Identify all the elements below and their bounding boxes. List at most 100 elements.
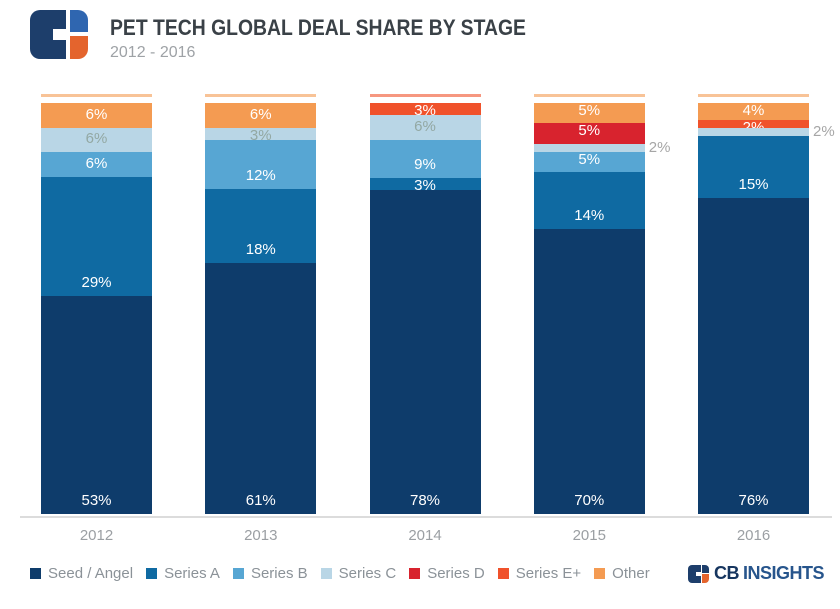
bar-2014: 3% 6% 9% 3% 78% (369, 94, 481, 514)
segment-label: 53% (81, 491, 112, 509)
legend-item-seriesD: Series D (409, 565, 485, 582)
segment-label: 12% (245, 167, 276, 185)
cbinsights-wordmark: CB INSIGHTS (687, 563, 825, 584)
cbinsights-logo-icon (30, 10, 88, 59)
segment-label-outside: 2% (813, 123, 835, 141)
segment-other-2012: 6% (41, 103, 152, 128)
bar-top-highlight (533, 94, 645, 97)
x-tick-2012: 2012 (79, 527, 114, 544)
segment-seriesC-2016 (698, 127, 809, 137)
legend: Seed / Angel Series A Series B Series C Seri… (30, 565, 650, 582)
legend-item-seriesA: Series A (146, 565, 220, 582)
segment-seriesC-2015 (533, 143, 645, 152)
segment-seriesB-2012: 6% (41, 152, 152, 177)
segment-seriesC-2014: 6% (369, 115, 481, 141)
segment-label: 6% (85, 154, 108, 172)
x-tick-2016: 2016 (736, 527, 771, 544)
wordmark-cb: CB (713, 563, 740, 583)
segment-seriesB-2013: 12% (205, 139, 317, 190)
segment-label: 70% (574, 491, 605, 509)
segment-seriesE-2016: 2% (698, 119, 809, 135)
logo-notch (53, 29, 66, 40)
segment-seriesA-2016: 15% (698, 136, 809, 199)
bar-top-highlight (205, 94, 317, 97)
bar-2016: 4%2%2%15%76% (698, 94, 835, 514)
segment-label: 18% (245, 241, 276, 259)
segment-label: 3% (414, 176, 436, 194)
legend-item-seriesE: Series E+ (497, 565, 582, 582)
segment-label: 6% (249, 105, 272, 123)
legend-swatch-seriesC (320, 568, 332, 579)
x-tick-2015: 2015 (572, 527, 606, 544)
legend-label: Series E+ (515, 565, 582, 582)
segment-seriesA-2013: 18% (205, 189, 317, 264)
segment-seed-2014: 78% (369, 190, 481, 514)
segment-seriesC-2013: 3% (205, 127, 317, 143)
chart-subtitle: 2012 - 2016 (110, 44, 196, 61)
legend-item-other: Other (594, 565, 650, 582)
legend-swatch-seriesA (146, 568, 158, 579)
x-tick-2014: 2014 (408, 527, 442, 544)
legend-item-seriesB: Series B (232, 565, 308, 582)
cbinsights-logo-small-icon (687, 564, 709, 583)
segment-seriesB-2015: 5% (533, 150, 645, 173)
legend-swatch-seriesD (409, 568, 421, 579)
legend-label: Series A (164, 565, 220, 582)
wordmark-insights: INSIGHTS (742, 563, 825, 583)
legend-item-seed: Seed / Angel (30, 565, 133, 582)
logo-blue-square (70, 10, 88, 32)
segment-seriesA-2012: 29% (41, 176, 152, 297)
segment-label: 78% (409, 491, 441, 509)
segment-other-2015: 5% (533, 102, 645, 124)
segment-label: 4% (742, 102, 765, 119)
segment-seriesD-2015: 5% (533, 122, 645, 144)
segment-other-2013: 6% (205, 103, 317, 128)
segment-label: 6% (414, 118, 436, 136)
legend-label: Series B (250, 565, 308, 582)
segment-label: 15% (738, 176, 769, 194)
legend-label: Series D (427, 565, 485, 582)
legend-swatch-seriesB (232, 568, 244, 579)
legend-swatch-seed (30, 568, 41, 579)
segment-seriesC-2012: 6% (41, 127, 152, 153)
x-axis-labels: 2012 2013 2014 2015 2016 (41, 527, 809, 544)
bar-top-highlight (41, 94, 152, 97)
segment-label: 9% (414, 155, 436, 173)
segment-label: 14% (574, 207, 605, 225)
segment-label: 6% (85, 130, 108, 148)
bar-2015: 5% 5% 2% 5% 14% 70% (533, 94, 670, 514)
segment-label: 3% (414, 102, 436, 119)
segment-label: 5% (578, 102, 601, 119)
legend-label: Other (612, 565, 650, 582)
segment-seriesE-2014: 3% (369, 103, 481, 118)
segment-seed-2012: 53% (41, 296, 152, 514)
legend-label: Series C (338, 565, 397, 582)
segment-label: 61% (245, 491, 276, 509)
segment-seriesA-2014: 3% (369, 177, 481, 193)
segment-label: 29% (81, 274, 112, 292)
legend-swatch-seriesE (497, 568, 509, 579)
segment-label: 5% (578, 122, 601, 140)
segment-label: 3% (249, 126, 272, 144)
x-tick-2013: 2013 (244, 527, 278, 544)
logo-orange-square (70, 36, 88, 59)
segment-label: 5% (578, 150, 601, 168)
bars-row: 6% 6% 6% 29% 53% 6% 3% 12% 18% 61% 3% 6% 9% 3% 78% 5% 5%… (41, 94, 835, 514)
bar-top-highlight (369, 94, 481, 97)
segment-label: 6% (85, 105, 108, 123)
legend-label: Seed / Angel (48, 565, 134, 582)
segment-other-2016: 4% (698, 103, 809, 120)
bar-2012: 6% 6% 6% 29% 53% (41, 94, 152, 514)
legend-swatch-other (594, 568, 606, 579)
segment-seed-2016: 76% (698, 198, 809, 514)
x-axis-line (20, 516, 832, 518)
segment-seed-2015: 70% (533, 229, 645, 514)
segment-seed-2013: 61% (205, 263, 317, 514)
segment-seriesA-2015: 14% (533, 172, 645, 230)
segment-seriesB-2014: 9% (369, 140, 481, 178)
legend-item-seriesC: Series C (320, 565, 397, 582)
segment-label: 76% (738, 491, 769, 509)
segment-label-outside: 2% (648, 138, 671, 156)
chart-title: PET TECH GLOBAL DEAL SHARE BY STAGE (110, 15, 526, 40)
